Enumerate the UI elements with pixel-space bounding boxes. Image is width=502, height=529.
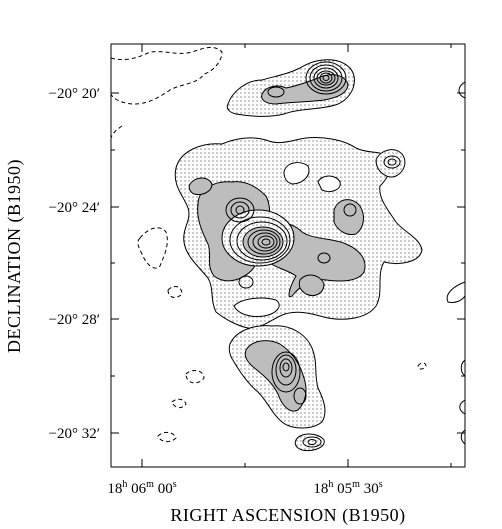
y-tick-label: −20° 28′ xyxy=(49,312,101,328)
hole-island xyxy=(317,175,341,193)
core-contours-main xyxy=(221,209,295,267)
gray-region-northwest xyxy=(188,177,213,195)
edge-contours xyxy=(446,81,465,445)
x-axis-title: RIGHT ASCENSION (B1950) xyxy=(170,505,405,526)
hole-island xyxy=(283,162,310,185)
knot-contours xyxy=(238,155,401,448)
contour-layer xyxy=(111,46,465,451)
frame-ticks xyxy=(111,44,465,467)
gray-region-north xyxy=(261,74,349,105)
y-tick-label: −20° 32′ xyxy=(49,426,101,442)
gray-region-lower-center xyxy=(298,274,325,297)
core-contours-north xyxy=(267,61,347,98)
core-contours-south xyxy=(271,351,307,405)
x-tick-label: 18h 06m 00s xyxy=(107,479,176,497)
hole-island xyxy=(233,297,280,317)
core-contours-secondary xyxy=(225,197,255,223)
stipple-region-east-knot xyxy=(375,149,406,178)
y-tick-label: −20° 20′ xyxy=(49,86,101,102)
stipple-region-south-knot xyxy=(294,433,325,451)
x-tick-label: 18h 05m 30s xyxy=(313,479,382,497)
gray-region-south xyxy=(244,340,307,412)
y-tick-label: −20° 24′ xyxy=(49,200,101,216)
gray-region-east xyxy=(333,199,364,235)
negative-contours xyxy=(111,46,427,443)
y-axis-title: DECLINATION (B1950) xyxy=(4,159,25,353)
